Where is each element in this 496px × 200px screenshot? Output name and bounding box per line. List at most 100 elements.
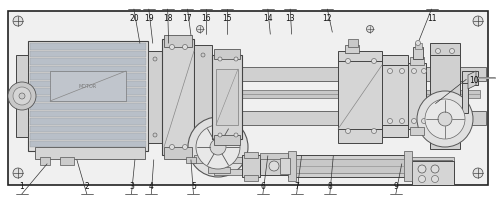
Text: 8: 8	[327, 181, 332, 190]
Circle shape	[153, 133, 157, 137]
Circle shape	[449, 49, 454, 54]
Bar	[214, 135, 240, 145]
Bar	[30, 126, 146, 132]
Circle shape	[412, 119, 417, 124]
Circle shape	[399, 119, 405, 124]
Circle shape	[183, 145, 187, 150]
Bar	[430, 56, 460, 137]
Bar	[382, 66, 408, 127]
Circle shape	[416, 41, 421, 46]
Bar	[162, 40, 194, 155]
Text: MOTOR: MOTOR	[79, 84, 97, 89]
Bar	[194, 155, 208, 163]
Bar	[280, 158, 290, 174]
Text: 11: 11	[427, 14, 436, 23]
Bar	[430, 135, 460, 149]
Bar	[200, 91, 480, 99]
Bar	[30, 103, 146, 110]
Bar	[412, 161, 454, 185]
Bar	[30, 59, 146, 65]
Bar	[410, 127, 424, 135]
Circle shape	[170, 45, 175, 50]
Bar	[30, 89, 146, 95]
Circle shape	[19, 94, 25, 100]
Circle shape	[473, 17, 483, 27]
Bar	[208, 167, 230, 173]
Bar	[212, 56, 242, 139]
Bar	[164, 36, 192, 48]
Circle shape	[188, 117, 248, 177]
Bar	[288, 151, 296, 181]
Text: 4: 4	[149, 181, 154, 190]
Circle shape	[431, 165, 439, 173]
Text: 1: 1	[19, 181, 24, 190]
Bar	[345, 46, 359, 54]
Bar	[214, 169, 454, 175]
Circle shape	[473, 168, 483, 178]
Circle shape	[13, 88, 31, 105]
Circle shape	[425, 100, 465, 139]
Bar	[462, 72, 478, 86]
Bar	[260, 157, 288, 175]
Bar	[242, 155, 260, 177]
Bar	[382, 56, 408, 68]
Circle shape	[422, 69, 427, 74]
Circle shape	[201, 137, 205, 141]
Bar	[382, 125, 408, 137]
Circle shape	[418, 165, 426, 173]
Bar	[214, 50, 240, 60]
Text: 19: 19	[144, 14, 154, 23]
Bar	[413, 48, 423, 60]
Bar	[30, 118, 146, 125]
Circle shape	[13, 17, 23, 27]
Circle shape	[435, 139, 440, 144]
Circle shape	[367, 26, 373, 33]
Text: 15: 15	[222, 14, 232, 23]
Bar	[348, 40, 358, 48]
Bar	[244, 152, 258, 158]
Polygon shape	[468, 72, 476, 90]
Text: 14: 14	[263, 14, 273, 23]
Bar	[204, 149, 232, 169]
Bar	[338, 62, 382, 131]
Bar	[408, 64, 426, 129]
Circle shape	[183, 45, 187, 50]
Circle shape	[170, 145, 175, 150]
Circle shape	[234, 133, 238, 137]
Bar	[404, 151, 412, 181]
Bar	[30, 51, 146, 58]
Bar	[288, 155, 408, 177]
Circle shape	[196, 125, 240, 169]
Bar	[30, 96, 146, 102]
Circle shape	[438, 112, 452, 126]
Text: 3: 3	[129, 181, 134, 190]
Bar	[30, 133, 146, 140]
Bar	[462, 84, 468, 113]
Circle shape	[372, 129, 376, 134]
Circle shape	[13, 168, 23, 178]
Text: 12: 12	[322, 14, 332, 23]
Circle shape	[419, 176, 426, 183]
Bar	[430, 44, 460, 58]
Text: 17: 17	[183, 14, 192, 23]
Bar	[244, 175, 258, 181]
Text: 5: 5	[191, 181, 196, 190]
Circle shape	[432, 176, 438, 183]
Circle shape	[387, 119, 392, 124]
Bar	[242, 160, 452, 168]
Text: 2: 2	[84, 181, 89, 190]
Circle shape	[218, 133, 222, 137]
Text: 20: 20	[129, 14, 139, 23]
Text: 6: 6	[260, 181, 265, 190]
Bar	[30, 111, 146, 117]
Bar	[35, 147, 145, 159]
Bar	[194, 68, 486, 82]
Circle shape	[210, 139, 226, 155]
Bar	[40, 157, 50, 165]
Bar	[410, 58, 424, 66]
Circle shape	[399, 69, 405, 74]
Circle shape	[201, 54, 205, 58]
Bar	[186, 157, 196, 163]
Bar	[338, 52, 382, 66]
Bar	[30, 74, 146, 80]
